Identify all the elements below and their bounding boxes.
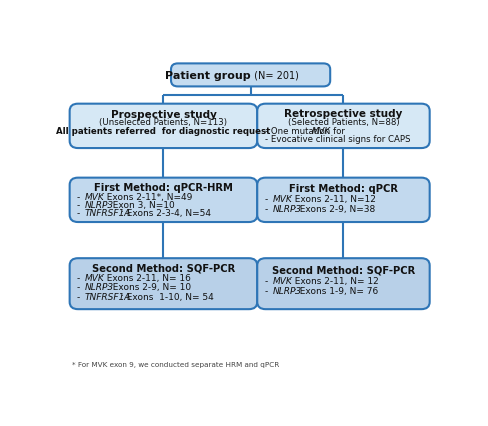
Text: -: -	[264, 276, 270, 285]
Text: MVK: MVK	[311, 127, 330, 135]
FancyBboxPatch shape	[257, 104, 429, 149]
Text: NLRP3: NLRP3	[272, 204, 301, 213]
Text: - One mutation for: - One mutation for	[264, 127, 347, 135]
Text: : Exons 2-3-4, N=54: : Exons 2-3-4, N=54	[121, 209, 210, 218]
Text: MVK: MVK	[272, 276, 291, 285]
Text: : Exons 2-11, N= 16: : Exons 2-11, N= 16	[101, 273, 191, 282]
FancyBboxPatch shape	[69, 178, 257, 222]
Text: : Exons 1-9, N= 76: : Exons 1-9, N= 76	[294, 286, 378, 295]
FancyBboxPatch shape	[257, 259, 429, 309]
Text: (N= 201): (N= 201)	[250, 71, 298, 81]
Text: : Exons 2-9, N=38: : Exons 2-9, N=38	[294, 204, 375, 213]
Text: : Exons 2-11*, N=49: : Exons 2-11*, N=49	[101, 193, 192, 201]
Text: Prospective study: Prospective study	[110, 109, 216, 119]
Text: NLRP3: NLRP3	[84, 201, 114, 210]
Text: First Method: qPCR: First Method: qPCR	[288, 184, 397, 194]
Text: MVK: MVK	[84, 193, 104, 201]
Text: : Exons  1-10, N= 54: : Exons 1-10, N= 54	[121, 292, 213, 301]
Text: (Selected Patients, N=88): (Selected Patients, N=88)	[287, 118, 399, 127]
Text: -: -	[77, 193, 83, 201]
Text: - Evocative clinical signs for CAPS: - Evocative clinical signs for CAPS	[264, 135, 409, 144]
Text: -: -	[77, 209, 83, 218]
Text: * For MVK exon 9, we conducted separate HRM and qPCR: * For MVK exon 9, we conducted separate …	[72, 361, 279, 367]
Text: Second Method: SQF-PCR: Second Method: SQF-PCR	[271, 265, 414, 275]
FancyBboxPatch shape	[69, 104, 257, 149]
Text: -: -	[77, 283, 83, 292]
Text: -: -	[77, 292, 83, 301]
FancyBboxPatch shape	[257, 178, 429, 222]
Text: Retrospective study: Retrospective study	[284, 109, 402, 119]
Text: MVK: MVK	[84, 273, 104, 282]
Text: TNFRSF1A: TNFRSF1A	[84, 209, 131, 218]
Text: First Method: qPCR-HRM: First Method: qPCR-HRM	[94, 182, 232, 192]
Text: -: -	[77, 201, 83, 210]
Text: : Exons 2-9, N= 10: : Exons 2-9, N= 10	[106, 283, 190, 292]
Text: : Exons 2-11, N= 12: : Exons 2-11, N= 12	[288, 276, 378, 285]
Text: NLRP3: NLRP3	[272, 286, 301, 295]
Text: Patient group: Patient group	[164, 71, 250, 81]
Text: All patients referred  for diagnostic request: All patients referred for diagnostic req…	[56, 127, 270, 135]
Text: MVK: MVK	[272, 195, 291, 204]
Text: (Unselected Patients, N=113): (Unselected Patients, N=113)	[99, 118, 227, 127]
Text: : Exons 2-11, N=12: : Exons 2-11, N=12	[288, 195, 375, 204]
FancyBboxPatch shape	[69, 259, 257, 309]
Text: TNFRSF1A: TNFRSF1A	[84, 292, 131, 301]
Text: NLRP3: NLRP3	[84, 283, 114, 292]
Text: : Exon 3, N=10: : Exon 3, N=10	[106, 201, 174, 210]
Text: -: -	[264, 204, 270, 213]
FancyBboxPatch shape	[171, 64, 329, 87]
Text: -: -	[264, 195, 270, 204]
Text: -: -	[264, 286, 270, 295]
Text: Second Method: SQF-PCR: Second Method: SQF-PCR	[92, 262, 235, 273]
Text: -: -	[77, 273, 83, 282]
